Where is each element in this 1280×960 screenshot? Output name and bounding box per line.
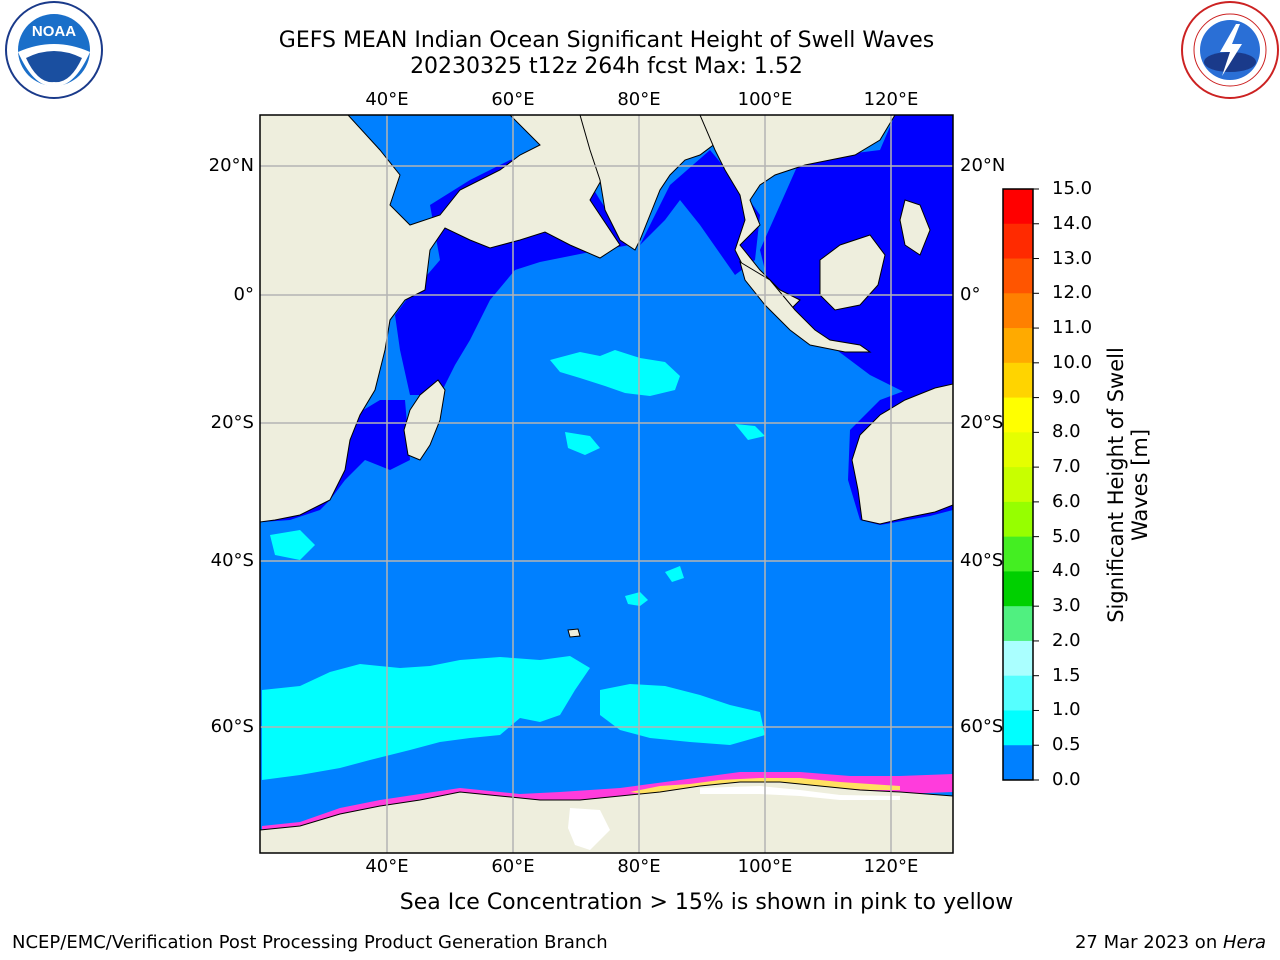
colorbar-segment xyxy=(1003,675,1033,711)
map-frame xyxy=(259,114,954,854)
lat-label-left-40s: 40°S xyxy=(210,550,254,571)
colorbar-title: Significant Height of Swell Waves [m] xyxy=(1104,347,1152,623)
colorbar xyxy=(1002,188,1039,781)
colorbar-title-line2: Waves [m] xyxy=(1128,428,1152,542)
date-value: 27 Mar 2023 on xyxy=(1074,932,1223,953)
southwest-swell-patch xyxy=(270,530,315,560)
bay-of-bengal-low-swell xyxy=(640,150,760,275)
lat-label-left-60s: 60°S xyxy=(210,716,254,737)
lon-label-bottom-60e: 60°E xyxy=(491,856,535,877)
mid-ocean-swell-patch-2 xyxy=(665,566,684,582)
colorbar-segment xyxy=(1003,536,1033,572)
australia-land xyxy=(851,383,953,525)
lat-label-right-60s: 60°S xyxy=(960,716,1004,737)
colorbar-tick-label: 8.0 xyxy=(1052,421,1081,443)
lat-label-left-20n: 20°N xyxy=(208,155,254,176)
colorbar-segment xyxy=(1003,362,1033,399)
southeast-asia-land xyxy=(699,115,896,311)
madagascar-land xyxy=(403,379,446,461)
mid-ocean-swell-patch-3 xyxy=(565,432,600,455)
colorbar-tick-label: 10.0 xyxy=(1052,351,1093,373)
lon-label-bottom-40e: 40°E xyxy=(365,856,409,877)
colorbar-tick-label: 7.0 xyxy=(1052,456,1081,478)
colorbar-segment xyxy=(1003,710,1033,746)
africa-arabia-land xyxy=(260,115,621,523)
colorbar-frame xyxy=(1002,188,1034,781)
colorbar-tick-label: 6.0 xyxy=(1052,490,1081,512)
antarctic-ice-shelf xyxy=(568,808,610,850)
colorbar-segment xyxy=(1003,258,1033,294)
colorbar-tick-label: 4.0 xyxy=(1052,560,1081,582)
map-gridlines xyxy=(260,115,953,853)
central-high-swell-patch xyxy=(550,350,680,396)
colorbar-segment xyxy=(1003,571,1033,607)
colorbar-tick-label: 3.0 xyxy=(1052,595,1081,617)
credit-text: NCEP/EMC/Verification Post Processing Pr… xyxy=(12,932,608,953)
south-mid-swell-patch xyxy=(600,684,765,745)
antarctica-land xyxy=(260,781,953,853)
sea-ice-note: Sea Ice Concentration > 15% is shown in … xyxy=(399,890,1014,915)
colorbar-tick-label: 5.0 xyxy=(1052,525,1081,547)
colorbar-segment xyxy=(1003,432,1033,468)
colorbar-tick-label: 12.0 xyxy=(1052,282,1093,304)
forecast-subtitle: 20230325 t12z 264h fcst Max: 1.52 xyxy=(410,54,803,79)
colorbar-segment xyxy=(1003,640,1033,677)
lat-label-right-40s: 40°S xyxy=(960,550,1004,571)
borneo-land xyxy=(819,234,886,311)
map-title: GEFS MEAN Indian Ocean Significant Heigh… xyxy=(278,28,935,53)
lon-label-top-100e: 100°E xyxy=(737,89,793,110)
lon-label-top-80e: 80°E xyxy=(617,89,661,110)
colorbar-tick-label: 1.5 xyxy=(1052,664,1081,686)
lat-label-left-20s: 20°S xyxy=(210,412,254,433)
mid-ocean-swell-patch-4 xyxy=(735,424,765,440)
colorbar-tick-label: 2.0 xyxy=(1052,629,1081,651)
south-high-swell-band xyxy=(262,656,590,780)
colorbar-segment xyxy=(1003,189,1033,225)
colorbar-tick-label: 1.0 xyxy=(1052,699,1081,721)
colorbar-tick-label: 14.0 xyxy=(1052,212,1093,234)
nws-logo xyxy=(1181,1,1279,99)
sea-ice-yellow-patch xyxy=(630,778,900,796)
lat-label-right-20s: 20°S xyxy=(960,412,1004,433)
kerguelen-island xyxy=(567,628,581,638)
colorbar-segment xyxy=(1003,467,1033,503)
colorbar-segment xyxy=(1003,745,1033,781)
lat-label-right-20n: 20°N xyxy=(960,155,1006,176)
machine-name: Hera xyxy=(1222,932,1266,953)
colorbar-tick-label: 9.0 xyxy=(1052,386,1081,408)
colorbar-segment xyxy=(1003,293,1033,329)
lon-label-top-120e: 120°E xyxy=(863,89,919,110)
colorbar-tick-label: 11.0 xyxy=(1052,317,1093,339)
colorbar-tick-label: 0.5 xyxy=(1052,734,1081,756)
lat-label-left-0: 0° xyxy=(233,284,254,305)
lon-label-bottom-120e: 120°E xyxy=(863,856,919,877)
lat-label-right-0: 0° xyxy=(960,284,981,305)
colorbar-tick-label: 13.0 xyxy=(1052,247,1093,269)
noaa-logo: NOAA xyxy=(5,1,103,99)
lon-label-bottom-80e: 80°E xyxy=(617,856,661,877)
colorbar-tick-label: 0.0 xyxy=(1052,769,1081,790)
lon-label-top-60e: 60°E xyxy=(491,89,535,110)
colorbar-segment xyxy=(1003,328,1033,364)
mid-ocean-swell-patch-1 xyxy=(625,592,648,606)
colorbar-segment xyxy=(1003,397,1033,433)
antarctic-white-shelf xyxy=(700,786,900,800)
lon-label-bottom-100e: 100°E xyxy=(737,856,793,877)
colorbar-segment xyxy=(1003,501,1033,538)
colorbar-segment xyxy=(1003,606,1033,642)
philippines-land xyxy=(899,199,931,256)
colorbar-tick-label: 15.0 xyxy=(1052,178,1093,199)
lon-label-top-40e: 40°E xyxy=(365,89,409,110)
date-text: 27 Mar 2023 on Hera xyxy=(1075,932,1266,953)
noaa-logo-text: NOAA xyxy=(32,23,76,40)
colorbar-segment xyxy=(1003,223,1033,260)
colorbar-title-line1: Significant Height of Swell xyxy=(1104,347,1128,623)
